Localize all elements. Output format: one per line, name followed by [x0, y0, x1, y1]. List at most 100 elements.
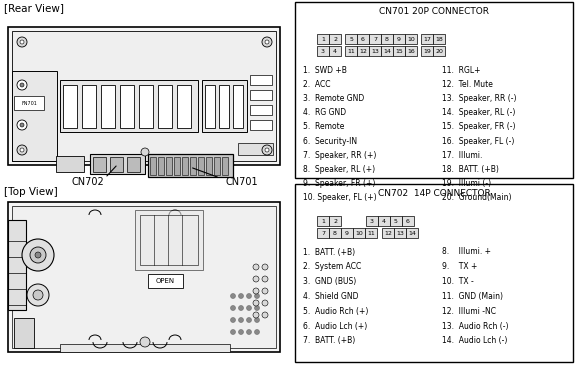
Circle shape [255, 306, 260, 310]
Text: 8.  Speaker, RL (+): 8. Speaker, RL (+) [303, 165, 375, 174]
Bar [382, 228, 394, 238]
Circle shape [27, 284, 49, 306]
Text: 12.  Illumi -NC: 12. Illumi -NC [442, 307, 496, 316]
Bar [205, 85, 215, 128]
Bar [317, 216, 329, 226]
Text: 6: 6 [361, 37, 365, 41]
Circle shape [33, 290, 43, 300]
Text: 19: 19 [423, 48, 431, 54]
Bar [198, 157, 204, 175]
Circle shape [17, 37, 27, 47]
Bar [12, 31, 276, 161]
Bar [190, 157, 196, 175]
Bar [0, 0, 292, 185]
Circle shape [253, 288, 259, 294]
Bar [182, 157, 188, 175]
Bar [406, 228, 418, 238]
Bar [8, 220, 26, 310]
Circle shape [247, 330, 252, 334]
Bar [56, 156, 84, 172]
Circle shape [255, 330, 260, 334]
Text: 7: 7 [373, 37, 377, 41]
Bar [127, 157, 140, 172]
Bar [402, 216, 414, 226]
Bar [12, 71, 57, 161]
Circle shape [262, 145, 272, 155]
Bar [110, 157, 123, 172]
Bar [345, 46, 357, 56]
Bar [366, 216, 378, 226]
Text: 12: 12 [384, 231, 392, 235]
Bar [390, 216, 402, 226]
Bar [63, 85, 77, 128]
Circle shape [140, 337, 150, 347]
Bar [12, 206, 276, 348]
Text: 3: 3 [370, 219, 374, 223]
Text: 1.  BATT. (+B): 1. BATT. (+B) [303, 248, 355, 256]
Bar [405, 46, 417, 56]
Text: 4.  RG GND: 4. RG GND [303, 108, 346, 117]
Text: 16: 16 [407, 48, 415, 54]
Bar [148, 154, 233, 177]
Bar [250, 105, 272, 115]
Circle shape [238, 306, 244, 310]
Text: 9: 9 [345, 231, 349, 235]
Text: 19.  Illumi (-): 19. Illumi (-) [442, 179, 491, 188]
Bar [433, 46, 445, 56]
Circle shape [17, 145, 27, 155]
Circle shape [262, 312, 268, 318]
Text: 1.  SWD +B: 1. SWD +B [303, 65, 347, 74]
Text: 5.  Audio Rch (+): 5. Audio Rch (+) [303, 307, 369, 316]
Text: 1: 1 [321, 219, 325, 223]
Text: 18: 18 [435, 37, 443, 41]
Bar [329, 34, 341, 44]
Text: 8: 8 [333, 231, 337, 235]
Text: 10. Speaker, FL (+): 10. Speaker, FL (+) [303, 193, 377, 202]
Bar [120, 85, 134, 128]
Circle shape [230, 317, 236, 323]
Bar [250, 90, 272, 100]
Text: OPEN: OPEN [156, 278, 175, 284]
Text: 9.  Speaker, FR (+): 9. Speaker, FR (+) [303, 179, 376, 188]
Bar [405, 34, 417, 44]
Text: 4: 4 [382, 219, 386, 223]
Bar [82, 85, 96, 128]
Bar [369, 34, 381, 44]
Bar [341, 228, 353, 238]
Circle shape [17, 80, 27, 90]
Bar [250, 120, 272, 130]
Text: 4.  Shield GND: 4. Shield GND [303, 292, 358, 301]
Bar [345, 34, 357, 44]
Circle shape [20, 83, 24, 87]
Bar [150, 157, 156, 175]
Text: 7: 7 [321, 231, 325, 235]
Circle shape [35, 252, 41, 258]
Text: 11: 11 [367, 231, 375, 235]
Bar [135, 210, 203, 270]
Bar [329, 228, 341, 238]
Bar [393, 46, 405, 56]
Text: 2: 2 [333, 37, 337, 41]
Text: 12: 12 [359, 48, 367, 54]
Bar [393, 34, 405, 44]
Text: 9: 9 [397, 37, 401, 41]
Text: 10.  TX -: 10. TX - [442, 277, 473, 286]
Circle shape [230, 330, 236, 334]
Text: 6.  Security-IN: 6. Security-IN [303, 137, 357, 145]
Text: 20: 20 [435, 48, 443, 54]
Bar [222, 157, 228, 175]
Text: FN701: FN701 [21, 101, 37, 105]
Bar [174, 157, 180, 175]
Text: CN701: CN701 [226, 177, 258, 187]
Circle shape [20, 148, 24, 152]
Circle shape [230, 306, 236, 310]
Circle shape [230, 293, 236, 299]
Circle shape [253, 264, 259, 270]
Bar [329, 46, 341, 56]
Text: 14: 14 [408, 231, 416, 235]
Bar [93, 157, 106, 172]
Bar [148, 274, 183, 288]
Text: 13: 13 [371, 48, 379, 54]
Text: 11.  GND (Main): 11. GND (Main) [442, 292, 503, 301]
Bar [381, 46, 393, 56]
